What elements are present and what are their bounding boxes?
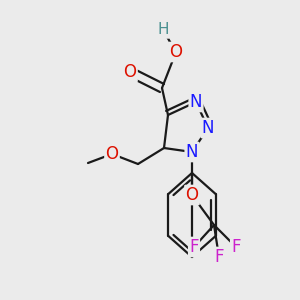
Text: F: F <box>231 238 241 256</box>
Text: N: N <box>186 143 198 161</box>
Text: O: O <box>106 145 118 163</box>
Text: N: N <box>202 119 214 137</box>
Text: N: N <box>190 93 202 111</box>
Text: F: F <box>189 238 199 256</box>
Text: O: O <box>169 43 182 61</box>
Text: H: H <box>157 22 169 38</box>
Text: O: O <box>185 186 199 204</box>
Text: F: F <box>214 248 224 266</box>
Text: O: O <box>124 63 136 81</box>
